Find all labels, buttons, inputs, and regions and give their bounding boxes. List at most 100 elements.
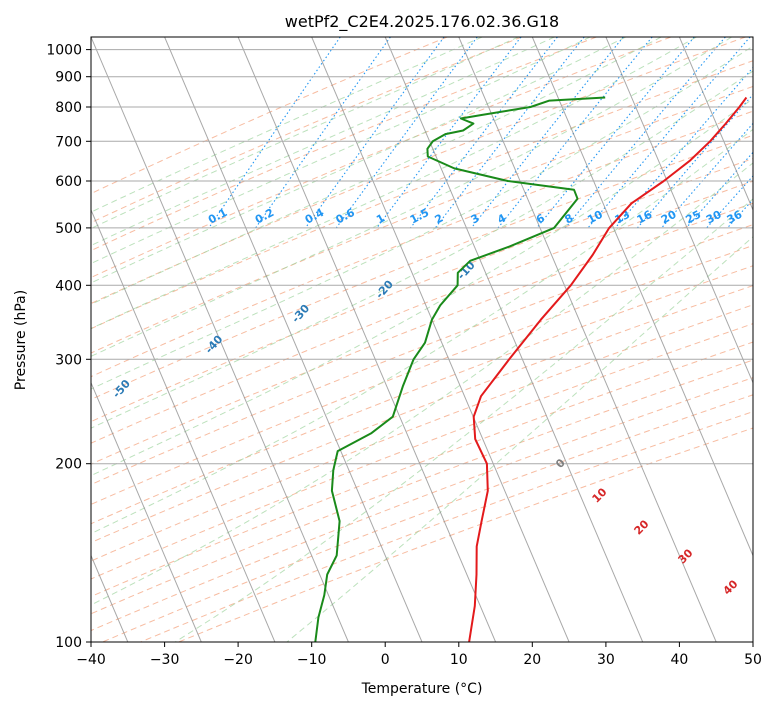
dry-adiabat-line (91, 110, 753, 378)
temperature-profile-line (468, 96, 748, 642)
isotherm-line (91, 381, 202, 642)
isotherm-line (237, 37, 497, 642)
y-tick-label: 200 (55, 457, 82, 473)
dry-adiabat-line (91, 359, 753, 615)
plot-frame (90, 36, 754, 643)
mixing-ratio-line (497, 37, 653, 229)
mixing-ratio-line (255, 37, 391, 229)
x-axis-label: Temperature (°C) (361, 681, 483, 697)
mixing-ratio-line (434, 37, 585, 229)
moist-adiabat-line (174, 198, 753, 642)
x-tick-label: 30 (597, 652, 615, 668)
isotherm-line (531, 37, 753, 557)
mixing-ratio-line (661, 122, 753, 229)
isotherm-label: -60 (16, 425, 39, 449)
moist-adiabat-line (91, 37, 697, 330)
dry-adiabat-line (91, 60, 753, 330)
dewpoint-profile-line (314, 96, 606, 642)
dry-adiabat-line (91, 244, 753, 505)
moist-adiabat-line (91, 70, 753, 429)
y-tick-label: 800 (55, 100, 82, 116)
mixing-ratio-line (726, 198, 753, 229)
dry-adiabat-line (91, 85, 753, 354)
x-tick-label: 10 (450, 652, 468, 668)
dry-adiabat-line (91, 285, 753, 544)
isotherm-line (752, 37, 753, 39)
mixing-ratio-label: 6 (534, 211, 547, 226)
y-axis-label: Pressure (hPa) (13, 290, 29, 390)
mixing-ratio-line (410, 37, 558, 229)
y-tick-label: 500 (55, 221, 82, 237)
moist-adiabat-line (91, 37, 591, 265)
mixing-ratio-line (376, 37, 522, 229)
dry-adiabat-line (91, 180, 753, 444)
moist-adiabat-label: 30 (676, 546, 696, 566)
isotherm-line (384, 37, 644, 642)
y-tick-label: 1000 (46, 43, 82, 59)
dry-adiabat-line (91, 37, 448, 195)
mixing-ratio-label: 0.2 (253, 206, 276, 227)
mixing-ratio-label: 25 (684, 208, 704, 227)
y-tick-label: 100 (55, 635, 82, 651)
isotherm-line (311, 37, 570, 642)
y-tick-label: 900 (55, 70, 82, 86)
mixing-ratio-label: 20 (659, 208, 679, 227)
dry-adiabat-line (140, 411, 753, 642)
mixing-ratio-line (536, 37, 695, 229)
mixing-ratio-label: 13 (613, 208, 633, 227)
mixing-ratio-line (587, 37, 751, 229)
x-tick-label: −10 (297, 652, 327, 668)
dry-adiabat-line (178, 427, 753, 642)
isotherm-line (458, 37, 717, 642)
x-tick-label: −40 (76, 652, 106, 668)
moist-adiabat-line (91, 128, 753, 535)
moist-adiabat-line (91, 162, 753, 606)
mixing-ratio-line (208, 37, 341, 229)
isotherm-line (605, 37, 753, 385)
mixing-ratio-line (564, 37, 726, 229)
dry-adiabat-line (91, 37, 597, 252)
mixing-ratio-label: 10 (585, 208, 605, 227)
mixing-ratio-label: 0.1 (206, 206, 229, 227)
dry-adiabat-line (91, 37, 746, 305)
dry-adiabat-line (91, 37, 522, 224)
y-tick-label: 600 (55, 174, 82, 190)
isotherm-line (678, 37, 753, 212)
y-tick-label: 300 (55, 352, 82, 368)
isotherm-label: -40 (203, 332, 226, 356)
x-tick-label: −30 (150, 652, 180, 668)
moist-adiabat-line (91, 45, 753, 390)
isotherm-label: -50 (110, 377, 133, 401)
x-tick-label: −20 (223, 652, 253, 668)
mixing-ratio-line (470, 37, 624, 229)
x-tick-label: 20 (523, 652, 541, 668)
dry-adiabat-line (91, 202, 753, 465)
mixing-ratio-label: 3 (469, 211, 482, 226)
mixing-ratio-line (305, 37, 445, 229)
isotherm-line (164, 37, 423, 642)
dry-adiabat-line (91, 158, 753, 423)
moist-adiabat-label: 20 (632, 517, 652, 537)
x-tick-label: 0 (381, 652, 390, 668)
moist-adiabat-line (91, 37, 662, 305)
mixing-ratio-label: 1 (374, 211, 387, 226)
mixing-ratio-label: 16 (635, 208, 655, 227)
mixing-ratio-label: 30 (704, 208, 724, 227)
dry-adiabat-line (91, 134, 753, 401)
moist-adiabat-line (91, 37, 732, 357)
isotherm-label: -20 (373, 277, 396, 301)
dry-adiabat-line (91, 377, 753, 632)
x-tick-label: 50 (744, 652, 762, 668)
mixing-ratio-line (685, 151, 753, 229)
moist-adiabat-label: 10 (590, 485, 610, 505)
chart-title: wetPf2_C2E4.2025.176.02.36.G18 (285, 12, 559, 32)
dry-adiabat-line (91, 37, 672, 279)
dry-adiabat-line (91, 304, 753, 562)
moist-adiabat-line (91, 37, 626, 284)
moist-adiabat-label: 40 (721, 577, 741, 597)
y-tick-label: 400 (55, 278, 82, 294)
y-tick-label: 700 (55, 134, 82, 150)
isotherm-line (91, 208, 276, 642)
moist-adiabat-line (91, 37, 519, 230)
